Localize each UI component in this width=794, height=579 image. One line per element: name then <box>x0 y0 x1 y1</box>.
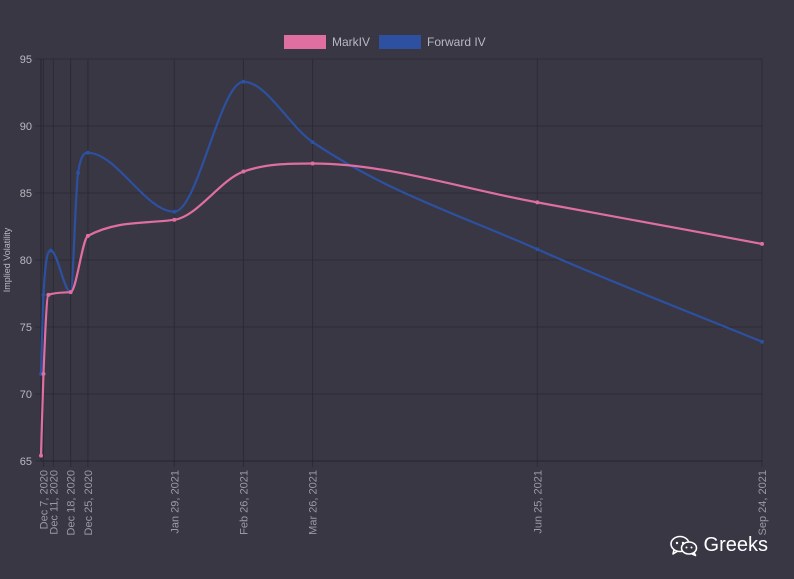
data-point <box>85 150 90 155</box>
data-point <box>85 233 90 238</box>
data-point <box>41 292 46 297</box>
watermark-text: Greeks <box>703 534 768 556</box>
data-point <box>760 339 764 344</box>
x-tick-label: Dec 11, 2020 <box>48 470 60 535</box>
x-tick-label: Feb 26, 2021 <box>238 470 250 535</box>
watermark: Greeks <box>669 534 768 557</box>
x-tick-label: Jun 25, 2021 <box>532 470 544 534</box>
y-tick-label: 80 <box>20 255 32 267</box>
x-tick-label: Dec 7, 2020 <box>38 470 50 529</box>
data-point <box>535 247 540 252</box>
x-tick-label: Dec 25, 2020 <box>83 470 95 535</box>
data-point <box>535 200 540 205</box>
data-point <box>310 161 315 166</box>
x-tick-label: Jan 29, 2021 <box>169 470 181 534</box>
data-point <box>172 217 177 222</box>
data-point <box>39 453 43 458</box>
legend-label: Forward IV <box>427 35 486 49</box>
x-tick-label: Sep 24, 2021 <box>757 470 769 535</box>
y-tick-label: 85 <box>20 188 32 200</box>
data-point <box>241 79 246 84</box>
wechat-icon <box>669 535 697 556</box>
x-tick-label: Dec 18, 2020 <box>66 470 78 535</box>
data-point <box>68 290 73 295</box>
data-point <box>76 170 81 175</box>
legend-swatch <box>379 35 421 49</box>
y-axis-title: Implied Volatility <box>2 227 12 292</box>
y-tick-label: 70 <box>20 389 32 401</box>
data-point <box>41 371 46 376</box>
data-point <box>760 241 764 246</box>
legend-swatch <box>284 35 326 49</box>
data-point <box>241 169 246 174</box>
y-tick-label: 75 <box>20 322 32 334</box>
series-line <box>39 162 764 457</box>
y-tick-label: 95 <box>20 54 32 66</box>
y-tick-label: 90 <box>20 121 32 133</box>
data-point <box>172 209 177 214</box>
data-point <box>46 292 51 297</box>
legend-label: MarkIV <box>332 35 370 49</box>
x-tick-label: Mar 26, 2021 <box>308 470 320 535</box>
y-tick-label: 65 <box>20 456 32 468</box>
data-point <box>310 140 315 145</box>
data-point <box>48 248 53 253</box>
